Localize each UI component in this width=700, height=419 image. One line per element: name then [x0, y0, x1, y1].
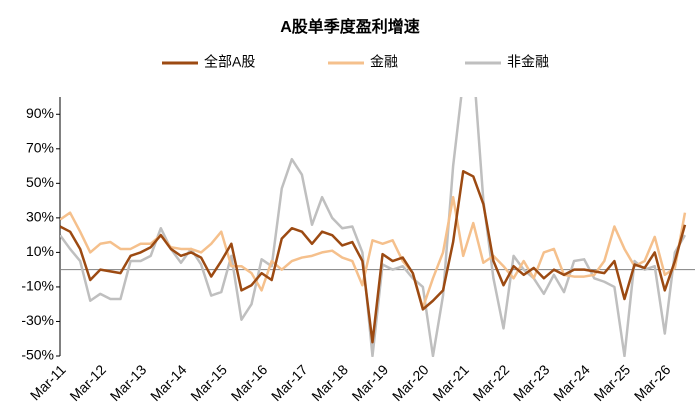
x-tick-label: Mar-16 — [228, 361, 271, 404]
x-tick-label: Mar-20 — [389, 361, 432, 404]
y-tick-label: 70% — [26, 140, 54, 156]
legend-label: 全部A股 — [204, 54, 255, 70]
y-tick-label: 90% — [26, 105, 54, 121]
x-tick-label: Mar-26 — [631, 361, 674, 404]
x-tick-label: Mar-14 — [147, 361, 190, 404]
y-tick-label: -10% — [21, 278, 54, 294]
y-tick-label: -50% — [21, 347, 54, 363]
legend-label: 金融 — [370, 54, 398, 70]
x-tick-label: Mar-18 — [308, 361, 351, 404]
chart-title: A股单季度盈利增速 — [280, 17, 420, 36]
series-line — [60, 97, 687, 357]
x-tick-label: Mar-24 — [550, 361, 593, 404]
legend-label: 非金融 — [507, 54, 549, 70]
plot-area — [60, 97, 687, 357]
x-tick-label: Mar-17 — [268, 361, 311, 404]
x-tick-label: Mar-13 — [107, 361, 150, 404]
x-tick-label: Mar-25 — [591, 361, 634, 404]
y-tick-label: 10% — [26, 243, 54, 259]
y-tick-label: 30% — [26, 209, 54, 225]
x-tick-label: Mar-23 — [510, 361, 553, 404]
x-tick-label: Mar-11 — [27, 361, 69, 403]
x-tick-label: Mar-15 — [187, 361, 230, 404]
x-tick-label: Mar-21 — [429, 361, 472, 404]
x-tick-label: Mar-12 — [66, 361, 109, 404]
series-line — [60, 169, 687, 344]
x-tick-label: Mar-22 — [470, 361, 513, 404]
y-tick-label: -30% — [21, 312, 54, 328]
y-tick-label: 50% — [26, 174, 54, 190]
x-tick-label: Mar-19 — [349, 361, 392, 404]
series-line — [60, 195, 687, 309]
